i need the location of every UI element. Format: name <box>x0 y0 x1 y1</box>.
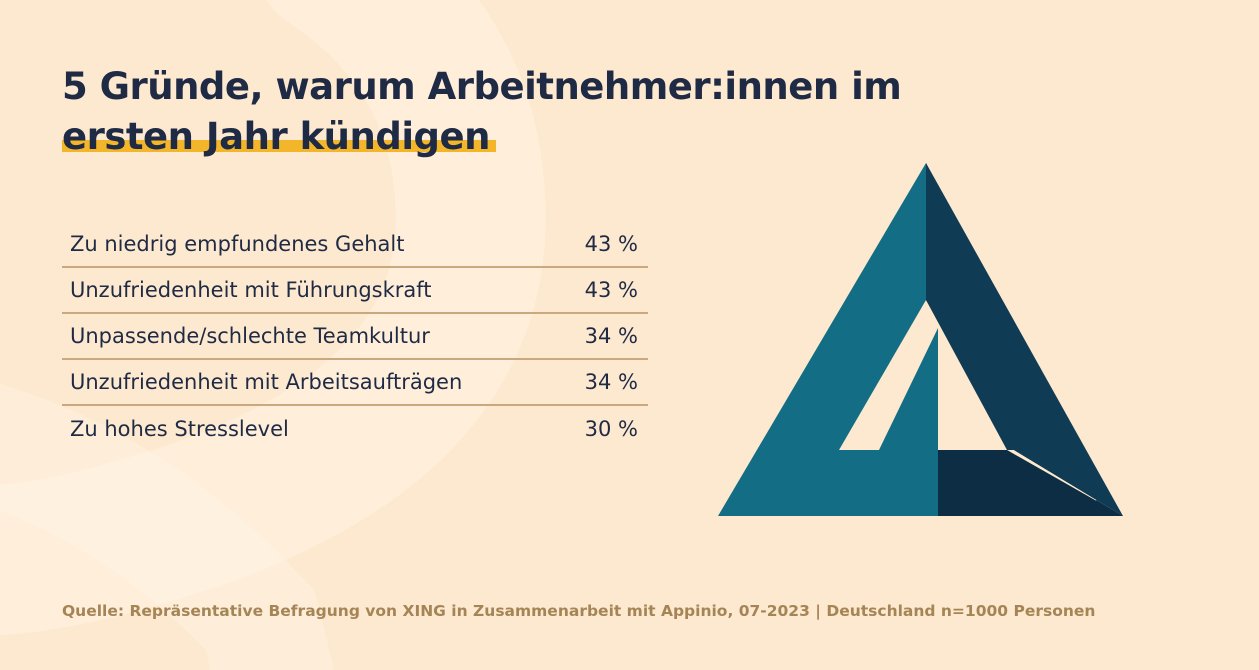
table-row: Unzufriedenheit mit Arbeitsaufträgen 34 … <box>62 360 648 406</box>
table-row: Zu niedrig empfundenes Gehalt 43 % <box>62 222 648 268</box>
table-row: Unpassende/schlechte Teamkultur 34 % <box>62 314 648 360</box>
table-row: Zu hohes Stresslevel 30 % <box>62 406 648 452</box>
reason-value: 30 % <box>584 417 638 441</box>
reason-label: Zu hohes Stresslevel <box>70 417 289 441</box>
logo-left-face <box>718 163 938 516</box>
reason-value: 34 % <box>584 370 638 394</box>
page-title: 5 Gründe, warum Arbeitnehmer:innen im er… <box>62 62 902 162</box>
title-line-1: 5 Gründe, warum Arbeitnehmer:innen im <box>62 65 902 108</box>
source-footnote: Quelle: Repräsentative Befragung von XIN… <box>62 602 1096 620</box>
reason-value: 43 % <box>584 232 638 256</box>
reason-label: Unzufriedenheit mit Arbeitsaufträgen <box>70 370 463 394</box>
reason-label: Unzufriedenheit mit Führungskraft <box>70 278 432 302</box>
title-line-2-highlighted: ersten Jahr kündigen <box>62 115 496 158</box>
triangle-logo-icon <box>718 163 1123 516</box>
logo-right-face-upper <box>926 163 1123 516</box>
reason-label: Zu niedrig empfundenes Gehalt <box>70 232 405 256</box>
reason-value: 43 % <box>584 278 638 302</box>
logo-bottom-right-block <box>938 450 1123 516</box>
reasons-table: Zu niedrig empfundenes Gehalt 43 % Unzuf… <box>62 222 648 452</box>
table-row: Unzufriedenheit mit Führungskraft 43 % <box>62 268 648 314</box>
reason-value: 34 % <box>584 324 638 348</box>
reason-label: Unpassende/schlechte Teamkultur <box>70 324 430 348</box>
